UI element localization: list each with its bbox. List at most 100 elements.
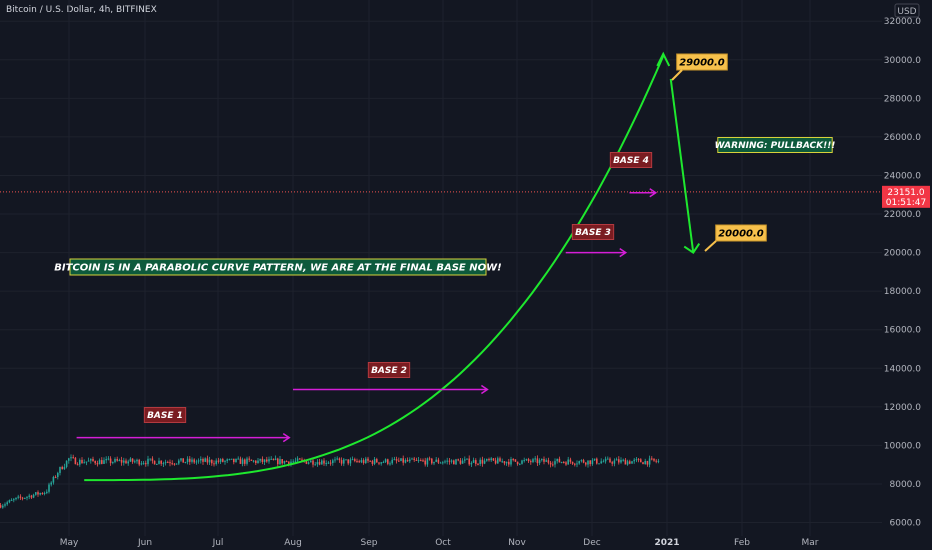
candle-body	[92, 458, 94, 462]
candle-body	[503, 461, 506, 464]
candle-body	[615, 459, 618, 461]
candle-body	[587, 460, 589, 465]
candle-body	[184, 461, 187, 463]
target-top-callout-text: 29000.0	[679, 58, 725, 69]
candle-body	[604, 458, 607, 462]
candle-body	[52, 476, 55, 483]
candle-body	[620, 459, 622, 463]
target-top-callout-bg	[676, 53, 728, 71]
candle-body	[252, 460, 255, 462]
y-tick-label: 32000.0	[884, 17, 921, 27]
candle-body	[472, 460, 475, 463]
candle-body	[292, 461, 294, 463]
candle-body	[521, 460, 523, 464]
candle-body	[153, 460, 156, 465]
target-top-callout: 29000.0	[676, 53, 728, 71]
candle-body	[345, 459, 347, 461]
candle-body	[536, 458, 539, 464]
candle-body	[160, 460, 162, 464]
candle-body	[334, 459, 336, 461]
candle-body	[395, 459, 398, 461]
candle-body	[175, 463, 178, 465]
candle-body	[230, 458, 233, 460]
candle-body	[358, 461, 360, 463]
candle-body	[136, 459, 138, 462]
candle-body	[142, 463, 145, 465]
candle-body	[450, 460, 453, 462]
candle-body	[178, 460, 180, 464]
candle-body	[580, 460, 583, 462]
y-tick-label: 10000.0	[884, 441, 921, 451]
candle-body	[398, 460, 400, 462]
candle-body	[6, 502, 8, 505]
candle-body	[41, 493, 44, 495]
candle-body	[261, 458, 264, 463]
base-arrow-head-3	[619, 247, 628, 258]
candle-body	[156, 463, 158, 465]
candle-body	[118, 460, 121, 462]
candle-body	[585, 462, 587, 465]
y-tick-label: 8000.0	[890, 480, 922, 490]
candle-body	[622, 459, 624, 461]
grid	[0, 0, 882, 536]
candle-body	[101, 460, 103, 464]
candle-body	[197, 460, 200, 462]
candle-body	[646, 460, 649, 465]
candle-body	[545, 460, 547, 462]
candle-body	[8, 500, 11, 503]
candle-body	[255, 460, 257, 464]
candle-body	[543, 458, 545, 462]
candle-body	[420, 460, 422, 462]
candle-body	[466, 458, 468, 460]
candle-body	[556, 458, 558, 462]
candle-body	[65, 460, 68, 467]
x-tick-label: 2021	[654, 538, 679, 548]
base3-label-text: BASE 3	[575, 228, 611, 238]
candle-body	[83, 462, 85, 464]
candle-body	[21, 497, 24, 499]
candle-body	[305, 461, 308, 464]
candle-body	[123, 460, 125, 463]
candle-body	[61, 466, 63, 470]
candle-body	[241, 459, 244, 464]
base4-label: BASE 4	[609, 152, 653, 168]
candle-body	[105, 459, 107, 461]
x-tick-label: May	[60, 538, 79, 548]
last-price-value: 23151.0	[887, 188, 924, 198]
x-tick-label: Sep	[361, 538, 378, 548]
candle-body	[492, 458, 495, 461]
candle-body	[15, 497, 17, 500]
candle-body	[534, 458, 536, 460]
candle-body	[415, 459, 418, 461]
x-tick-label: Oct	[435, 538, 451, 548]
candle-body	[140, 463, 143, 465]
candle-body	[490, 458, 492, 461]
candle-body	[131, 458, 134, 462]
candle-body	[406, 460, 409, 462]
y-tick-label: 6000.0	[890, 519, 922, 529]
last-price-tag: 23151.001:51:47	[882, 185, 930, 208]
last-price-tag-bg	[882, 185, 930, 208]
candle-body	[182, 458, 184, 463]
candle-body	[193, 459, 195, 463]
x-tick-label: Aug	[284, 538, 302, 548]
candle-body	[655, 460, 657, 462]
candle-body	[629, 461, 631, 464]
candle-body	[338, 458, 341, 461]
candle-body	[459, 460, 462, 464]
candle-body	[24, 497, 26, 499]
candle-body	[281, 459, 283, 464]
candle-body	[609, 458, 611, 463]
price-axis-bg	[882, 0, 932, 550]
candle-body	[354, 459, 356, 462]
candle-body	[336, 458, 338, 460]
candle-body	[4, 504, 6, 506]
candle-body	[134, 461, 136, 463]
candle-body	[431, 458, 433, 464]
candle-body	[653, 458, 655, 461]
candle-body	[631, 461, 633, 464]
candle-body	[217, 460, 220, 462]
candle-body	[426, 458, 429, 465]
candle-body	[413, 458, 415, 460]
